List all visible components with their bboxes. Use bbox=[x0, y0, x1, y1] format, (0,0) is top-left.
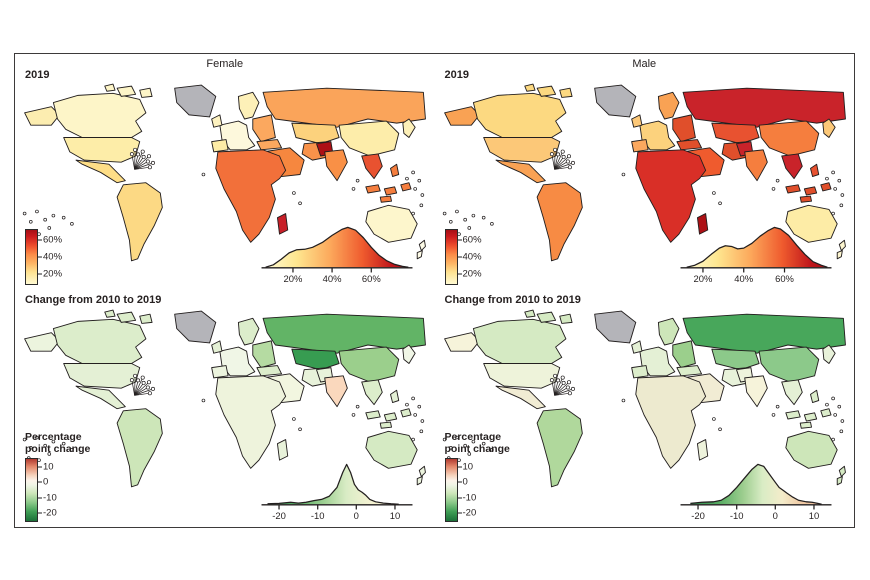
svg-text:-20: -20 bbox=[691, 510, 705, 521]
legend-colorbar bbox=[444, 458, 458, 522]
svg-text:10: 10 bbox=[809, 510, 819, 521]
panel-grid: 2019 60% 40% 20% 20% 40% 60% 2019 bbox=[15, 54, 854, 527]
svg-text:-10: -10 bbox=[310, 510, 324, 521]
legend-colorbar bbox=[25, 229, 38, 285]
legend-tick: 0 bbox=[38, 477, 48, 488]
legend-tick: 60% bbox=[38, 235, 62, 246]
legend-tick: 0 bbox=[457, 477, 468, 488]
map-legend: 60% 40% 20% bbox=[25, 229, 121, 285]
panel-male-2019: 2019 60% 40% 20% 20% 40% 60% bbox=[435, 54, 855, 291]
panel-female-2019: 2019 60% 40% 20% 20% 40% 60% bbox=[15, 54, 435, 291]
legend-tick: -10 bbox=[38, 492, 57, 503]
legend-tick: 20% bbox=[38, 268, 62, 279]
legend-tick: -20 bbox=[38, 508, 57, 519]
map-legend: Percentage point change 10 0 -10 -20 bbox=[444, 430, 541, 522]
figure-frame: Female Male 2019 60% 40% 20% 20% 40% 60% 201… bbox=[14, 53, 855, 528]
svg-text:20%: 20% bbox=[283, 273, 302, 284]
legend-tick: -20 bbox=[457, 508, 476, 519]
density-inset: -20 -10 0 10 bbox=[680, 463, 832, 521]
legend-tick: -10 bbox=[457, 492, 476, 503]
legend-ticks: 10 0 -10 -20 bbox=[457, 458, 502, 522]
legend-title: Percentage point change bbox=[25, 430, 91, 455]
svg-text:0: 0 bbox=[773, 510, 778, 521]
map-legend: Percentage point change 10 0 -10 -20 bbox=[25, 431, 121, 522]
panel-label: 2019 bbox=[25, 69, 50, 81]
density-inset: 20% 40% 60% bbox=[261, 226, 412, 284]
svg-text:10: 10 bbox=[389, 510, 399, 521]
legend-tick: 40% bbox=[38, 252, 62, 263]
legend-tick: 40% bbox=[457, 252, 482, 263]
legend-tick: 10 bbox=[457, 461, 473, 472]
panel-label: 2019 bbox=[444, 69, 469, 81]
legend-title: Percentage point change bbox=[444, 430, 510, 455]
column-header-female: Female bbox=[206, 58, 244, 70]
panel-male-change: Change from 2010 to 2019 Percentage poin… bbox=[435, 291, 855, 527]
density-inset: 20% 40% 60% bbox=[680, 226, 832, 284]
legend-ticks: 10 0 -10 -20 bbox=[38, 458, 82, 522]
panel-label: Change from 2010 to 2019 bbox=[25, 294, 162, 306]
svg-text:40%: 40% bbox=[734, 273, 753, 284]
world-map bbox=[442, 83, 846, 262]
world-map bbox=[22, 83, 426, 262]
svg-text:0: 0 bbox=[353, 510, 358, 521]
world-map bbox=[22, 309, 426, 488]
panel-female-change: Change from 2010 to 2019 Percentage poin… bbox=[15, 291, 435, 527]
svg-text:60%: 60% bbox=[775, 273, 794, 284]
column-header-male: Male bbox=[632, 58, 657, 70]
legend-ticks: 60% 40% 20% bbox=[38, 229, 82, 285]
legend-tick: 60% bbox=[457, 235, 482, 246]
legend-tick: 10 bbox=[38, 461, 54, 472]
svg-text:60%: 60% bbox=[361, 273, 380, 284]
legend-ticks: 60% 40% 20% bbox=[457, 229, 502, 285]
svg-text:20%: 20% bbox=[694, 273, 713, 284]
map-legend: 60% 40% 20% bbox=[444, 229, 541, 285]
svg-text:-20: -20 bbox=[272, 510, 286, 521]
svg-text:-10: -10 bbox=[730, 510, 744, 521]
panel-label: Change from 2010 to 2019 bbox=[444, 294, 581, 306]
legend-colorbar bbox=[25, 458, 38, 522]
legend-tick: 20% bbox=[457, 268, 482, 279]
legend-colorbar bbox=[444, 229, 458, 285]
world-map bbox=[442, 309, 846, 488]
density-inset: -20 -10 0 10 bbox=[261, 463, 412, 521]
svg-text:40%: 40% bbox=[322, 273, 341, 284]
